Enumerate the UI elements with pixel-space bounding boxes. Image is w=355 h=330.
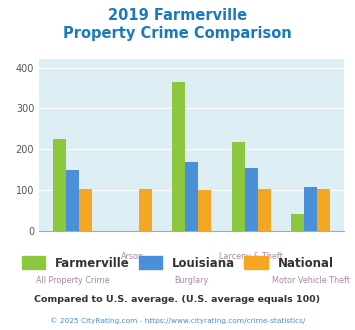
Bar <box>53 139 66 231</box>
Bar <box>291 214 304 231</box>
Bar <box>198 190 211 231</box>
Legend: Farmerville, Louisiana, National: Farmerville, Louisiana, National <box>17 252 338 274</box>
Text: All Property Crime: All Property Crime <box>36 276 109 284</box>
Bar <box>66 170 79 231</box>
Text: © 2025 CityRating.com - https://www.cityrating.com/crime-statistics/: © 2025 CityRating.com - https://www.city… <box>50 317 305 324</box>
Text: Arson: Arson <box>121 251 144 261</box>
Bar <box>139 189 152 231</box>
Text: Burglary: Burglary <box>175 276 209 284</box>
Bar <box>231 142 245 231</box>
Text: Motor Vehicle Theft: Motor Vehicle Theft <box>272 276 350 284</box>
Text: Property Crime Comparison: Property Crime Comparison <box>63 26 292 41</box>
Bar <box>258 189 271 231</box>
Text: Larceny & Theft: Larceny & Theft <box>219 251 283 261</box>
Bar <box>79 189 92 231</box>
Bar <box>185 162 198 231</box>
Bar <box>317 189 331 231</box>
Bar <box>245 168 258 231</box>
Text: 2019 Farmerville: 2019 Farmerville <box>108 8 247 23</box>
Bar <box>304 187 317 231</box>
Bar <box>172 82 185 231</box>
Text: Compared to U.S. average. (U.S. average equals 100): Compared to U.S. average. (U.S. average … <box>34 295 321 304</box>
